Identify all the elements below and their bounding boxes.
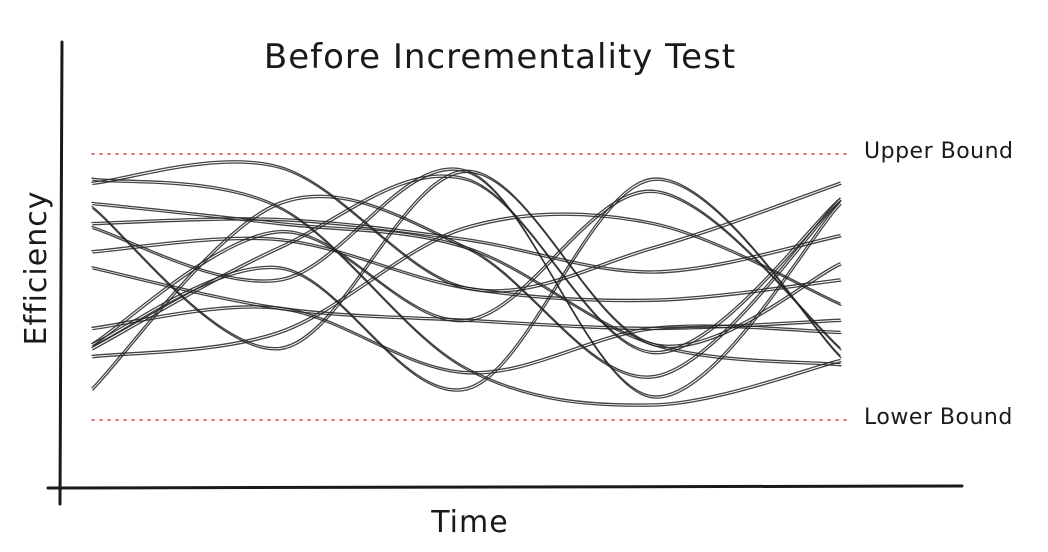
series-line-7-sketch (92, 176, 842, 355)
y-axis-label: Efficiency (19, 191, 54, 346)
series-line-4 (91, 217, 841, 272)
series-line-10 (91, 194, 841, 389)
chart-title: Before Incrementality Test (264, 37, 736, 77)
x-axis (46, 484, 964, 490)
series-line-14 (91, 189, 841, 349)
series-line-13 (91, 167, 841, 397)
series-line-6 (91, 305, 841, 373)
x-axis-label: Time (430, 505, 508, 540)
series-line-5-sketch (92, 238, 842, 303)
series-line-12 (91, 266, 841, 328)
series-line-14-sketch (92, 191, 842, 351)
series-line-11-sketch (92, 214, 842, 359)
upper-bound-label: Upper Bound (864, 139, 1014, 164)
series-line-4-sketch (92, 219, 842, 274)
series-line-8-sketch (92, 179, 842, 392)
series-line-8 (91, 177, 841, 390)
series-line-12-sketch (92, 268, 842, 331)
series-line-9 (91, 177, 841, 405)
series-line-1-sketch (92, 162, 842, 293)
series-line-7 (91, 174, 841, 353)
reference-lines: Upper Bound Lower Bound (91, 139, 1014, 430)
series-line-11 (91, 212, 841, 357)
series-line-6-sketch (92, 307, 842, 375)
series-line-13-sketch (92, 169, 842, 399)
series-line-5 (91, 236, 841, 301)
lower-bound-label: Lower Bound (864, 405, 1013, 430)
series-line-9-sketch (92, 179, 842, 407)
series-group (91, 160, 842, 407)
y-axis (58, 40, 64, 506)
